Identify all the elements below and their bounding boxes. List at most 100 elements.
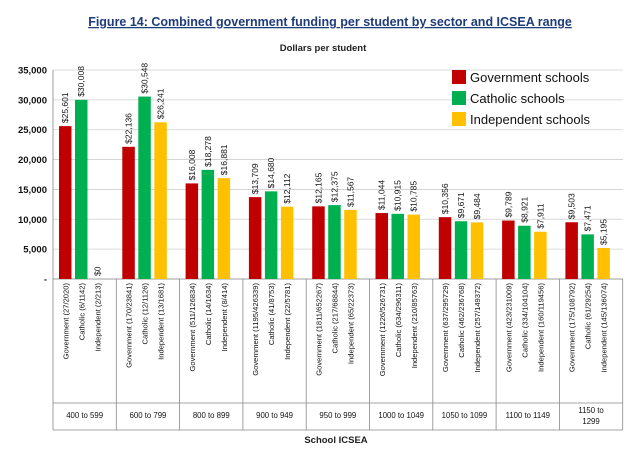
bar-value-label: $18,278 xyxy=(203,136,213,167)
y-tick-label: 5,000 xyxy=(23,245,47,256)
bar-value-label: $26,241 xyxy=(156,88,166,119)
x-category-label: Independent (13/1681) xyxy=(157,283,166,360)
bar xyxy=(185,183,199,279)
legend-label: Independent schools xyxy=(470,112,590,127)
bar xyxy=(138,96,151,279)
bar xyxy=(248,197,262,279)
bar-value-label: $10,915 xyxy=(393,180,403,211)
bar-value-label: $9,789 xyxy=(503,191,513,217)
x-group-label: 950 to 999 xyxy=(319,411,356,420)
bar-value-label: $14,680 xyxy=(266,157,276,188)
y-tick-label: 20,000 xyxy=(18,155,47,166)
bar-value-label: $11,044 xyxy=(377,180,387,210)
bar xyxy=(217,178,231,279)
bar xyxy=(122,146,135,279)
x-group-label: 600 to 799 xyxy=(130,411,167,420)
bar-value-label: $7,911 xyxy=(535,203,545,229)
x-category-label: Government (1195/426339) xyxy=(251,283,260,376)
bar-value-label: $25,601 xyxy=(60,92,70,123)
bar-value-label: $12,165 xyxy=(313,172,323,203)
bar xyxy=(201,169,215,279)
bar-value-label: $5,195 xyxy=(599,219,609,245)
bar-value-label: $7,471 xyxy=(583,205,593,231)
bar xyxy=(344,209,357,279)
bar xyxy=(375,213,388,279)
y-tick-label: 30,000 xyxy=(18,95,47,106)
x-category-label: Independent (145/136074) xyxy=(600,283,609,373)
x-category-label: Catholic (217/68844) xyxy=(330,283,339,354)
bar xyxy=(502,220,515,279)
bar xyxy=(454,221,468,279)
bar-value-label: $9,484 xyxy=(472,193,482,219)
legend-swatch xyxy=(452,112,466,126)
x-category-label: Independent (8/414) xyxy=(220,283,229,352)
x-group-label: 400 to 599 xyxy=(66,411,103,420)
x-category-label: Independent (257/149372) xyxy=(473,283,482,373)
bar xyxy=(280,206,294,279)
bar xyxy=(565,222,578,279)
x-category-label: Government (637/295729) xyxy=(441,283,450,373)
bar xyxy=(470,222,484,279)
bar-value-label: $11,567 xyxy=(345,177,355,207)
bar xyxy=(328,205,341,279)
x-group-label: 1050 to 1099 xyxy=(442,411,488,420)
bar xyxy=(391,213,404,279)
x-category-label: Independent (160/119456) xyxy=(536,283,545,372)
bar xyxy=(154,122,167,279)
bar-value-label: $8,921 xyxy=(519,196,529,222)
bar-value-label: $10,785 xyxy=(409,181,419,212)
figure-title: Figure 14: Combined government funding p… xyxy=(88,15,572,29)
bar xyxy=(518,225,531,279)
y-tick-label: 35,000 xyxy=(18,66,47,77)
bar-value-label: $12,375 xyxy=(329,171,339,202)
bar xyxy=(581,234,594,279)
bar xyxy=(264,191,278,279)
x-axis-title: School ICSEA xyxy=(304,435,367,446)
x-category-label: Catholic (634/296311) xyxy=(394,283,403,358)
bar-value-label: $16,881 xyxy=(219,144,229,175)
bar-labels: $25,601 $30,008 $0 $22,136 $30,548 $26,241 $16… xyxy=(60,63,608,276)
x-category-label: Independent (22/5781) xyxy=(283,283,292,360)
bars xyxy=(59,96,610,279)
bar-value-label: $9,503 xyxy=(567,193,577,219)
legend-swatch xyxy=(452,70,466,84)
y-axis: - 5,000 10,000 15,000 20,000 25,000 30,000 35,0… xyxy=(18,66,47,286)
bar xyxy=(59,126,72,279)
x-axis: Government (27/2020) Catholic (6/1142) Ind… xyxy=(61,283,608,426)
x-category-label: Government (27/2020) xyxy=(61,283,70,360)
bar-value-label: $16,008 xyxy=(187,149,197,180)
bar xyxy=(75,99,88,279)
bar xyxy=(534,231,547,279)
legend-swatch xyxy=(452,91,466,105)
bar-value-label: $22,136 xyxy=(124,113,134,144)
x-group-label: 1000 to 1049 xyxy=(378,411,424,420)
x-group-label: 1100 to 1149 xyxy=(506,411,550,420)
bar-value-label: $10,356 xyxy=(440,183,450,214)
legend-label: Catholic schools xyxy=(470,91,565,106)
x-category-label: Government (170/23841) xyxy=(125,283,134,368)
x-category-label: Government (511/126834) xyxy=(188,283,197,372)
x-category-label: Independent (65/22373) xyxy=(346,283,355,365)
x-group-label: 800 to 899 xyxy=(193,411,230,420)
bar xyxy=(407,214,420,279)
x-category-label: Catholic (61/29254) xyxy=(584,283,593,350)
bar-value-label: $12,112 xyxy=(282,173,292,203)
y-axis-title: Dollars per student xyxy=(280,43,367,54)
x-group-label: 1150 to 1299 xyxy=(578,406,604,426)
x-category-label: Catholic (6/1142) xyxy=(77,283,86,341)
y-tick-label: 25,000 xyxy=(18,125,47,136)
x-category-label: Catholic (12/1126) xyxy=(141,283,150,345)
x-category-label: Independent (2/213) xyxy=(93,283,102,352)
x-category-label: Catholic (334/104104) xyxy=(520,283,529,358)
x-category-label: Catholic (41/8753) xyxy=(267,283,276,346)
x-category-label: Government (1226/526731) xyxy=(378,283,387,377)
x-category-label: Government (175/108792) xyxy=(568,283,577,373)
x-category-label: Catholic (462/236768) xyxy=(457,283,466,358)
x-category-label: Catholic (14/1634) xyxy=(204,283,213,346)
bar-value-label: $30,548 xyxy=(140,63,150,94)
x-category-label: Government (423/231009) xyxy=(504,283,513,373)
legend-label: Government schools xyxy=(470,70,590,85)
bar xyxy=(438,217,452,279)
